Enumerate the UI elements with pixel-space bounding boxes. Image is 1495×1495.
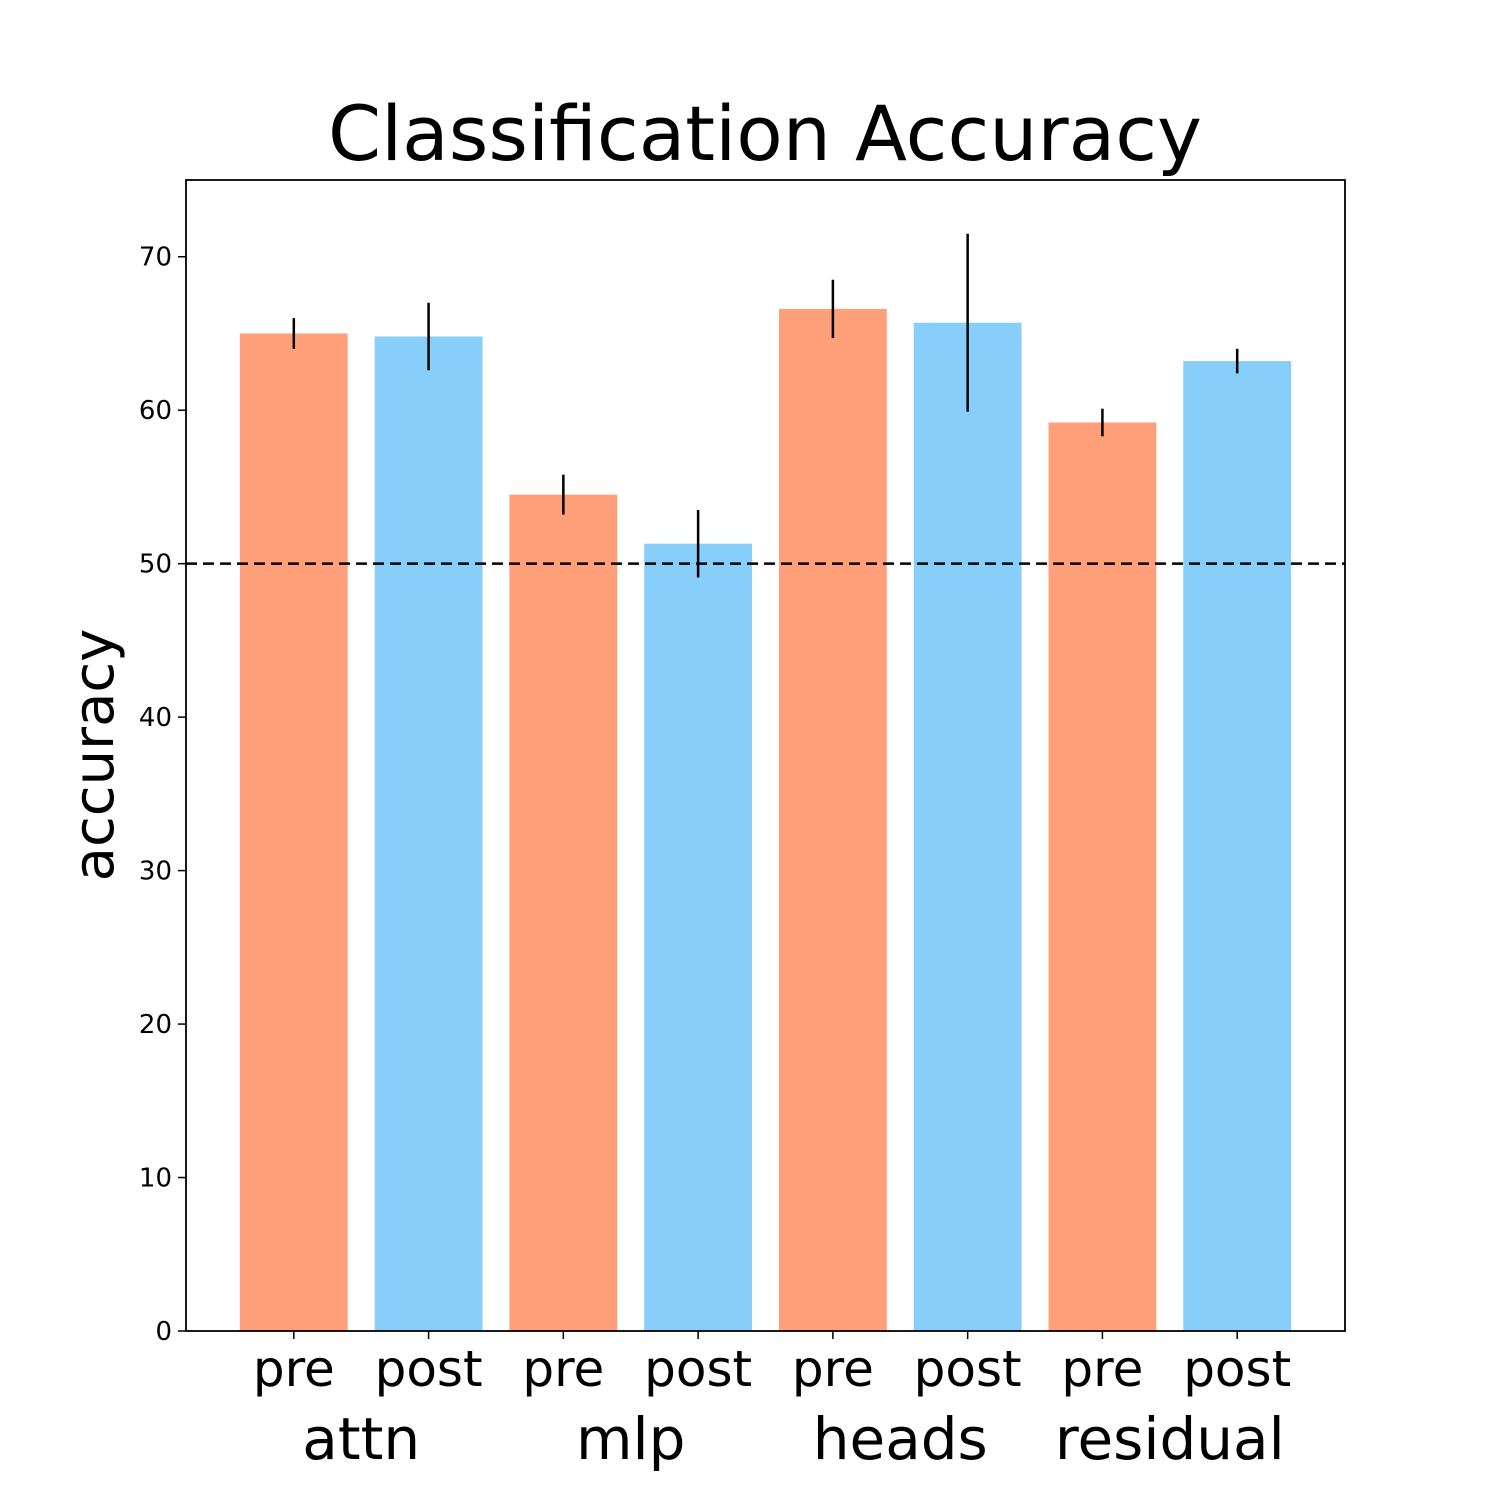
bar-heads-pre	[778, 308, 887, 1331]
y-tick-label: 50	[139, 550, 172, 580]
group-labels: attn mlp heads residual	[302, 1405, 1284, 1473]
bar-residual-post	[1183, 361, 1292, 1331]
bar-attn-pre	[239, 333, 348, 1331]
y-tick-label: 40	[139, 703, 172, 733]
y-axis-ticks: 0 10 20 30 40 50 60 70	[139, 243, 186, 1347]
x-tick-label: post	[1183, 1340, 1291, 1398]
x-tick-label: pre	[522, 1340, 604, 1398]
x-axis-ticks: pre post pre post pre post pre post	[253, 1331, 1291, 1398]
bar-mlp-pre	[509, 494, 618, 1331]
x-tick-label: post	[644, 1340, 752, 1398]
bar-mlp-post	[644, 543, 753, 1331]
x-tick-label: post	[375, 1340, 483, 1398]
group-label-mlp: mlp	[576, 1405, 685, 1473]
bar-residual-pre	[1048, 422, 1157, 1332]
x-tick-label: pre	[792, 1340, 874, 1398]
bar-heads-post	[913, 322, 1022, 1331]
bar-attn-post	[374, 336, 483, 1331]
x-tick-label: pre	[253, 1340, 335, 1398]
error-bars	[292, 233, 1239, 578]
y-tick-label: 0	[155, 1317, 172, 1347]
x-tick-label: post	[914, 1340, 1022, 1398]
chart-title: Classification Accuracy	[328, 89, 1202, 178]
group-label-residual: residual	[1055, 1405, 1285, 1473]
y-axis-label: accuracy	[62, 629, 127, 882]
y-tick-label: 60	[139, 396, 172, 426]
y-tick-label: 30	[139, 857, 172, 887]
y-tick-label: 70	[139, 243, 172, 273]
bars	[239, 308, 1292, 1332]
plot-frame	[185, 179, 1346, 1332]
y-tick-label: 10	[139, 1164, 172, 1194]
group-label-heads: heads	[813, 1405, 988, 1473]
x-tick-label: pre	[1061, 1340, 1143, 1398]
y-tick-label: 20	[139, 1010, 172, 1040]
group-label-attn: attn	[302, 1405, 420, 1473]
